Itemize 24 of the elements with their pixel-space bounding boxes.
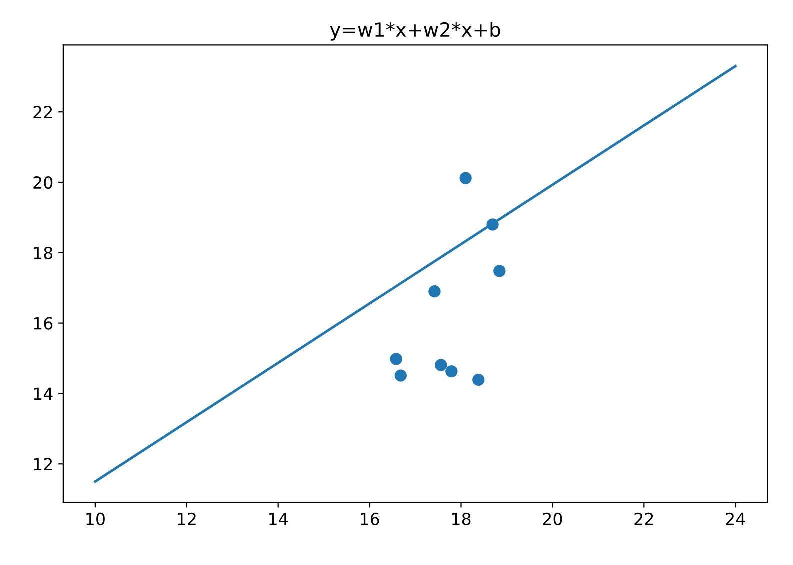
x-tick-label: 22 [634, 512, 654, 526]
point [460, 172, 472, 184]
x-tick-label: 14 [270, 513, 288, 526]
x-tick-label: 12 [178, 512, 196, 526]
chart-title: y=w1*x+w2*x+b [330, 22, 500, 41]
point [435, 359, 448, 372]
x-tick-label: 24 [726, 512, 746, 526]
y-tick-label: 20 [34, 176, 53, 190]
y-tick-label: 18 [34, 246, 53, 260]
y-tick-label: 12 [34, 458, 52, 470]
point [428, 286, 441, 298]
point [486, 218, 499, 231]
y-tick-label: 14 [34, 388, 53, 400]
point [390, 353, 402, 366]
x-tick-label: 16 [361, 512, 380, 526]
point [472, 374, 485, 386]
point [494, 265, 506, 278]
y-tick-label: 22 [34, 106, 52, 118]
point [446, 365, 458, 378]
x-tick-label: 18 [452, 512, 471, 526]
y-tick-label: 16 [34, 317, 53, 330]
x-tick-label: 20 [543, 512, 562, 526]
x-tick-label: 10 [86, 512, 105, 526]
point [394, 370, 407, 382]
